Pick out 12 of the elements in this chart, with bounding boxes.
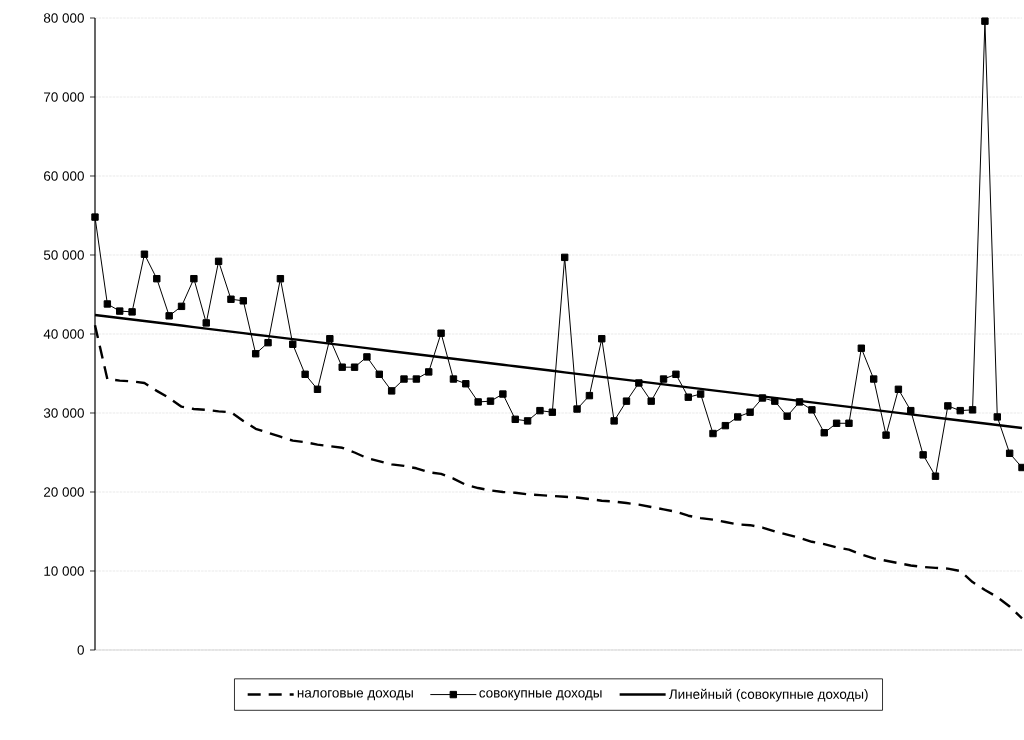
legend-label: Линейный (совокупные доходы) bbox=[668, 688, 868, 702]
y-tick-label: 70 000 bbox=[44, 92, 84, 102]
legend-label: совокупные доходы bbox=[479, 690, 602, 701]
y-tick-label: 40 000 bbox=[43, 329, 84, 339]
y-tick-label: 80 000 bbox=[43, 13, 84, 23]
y-tick-label: 30 000 bbox=[43, 408, 84, 418]
y-tick-label: 0 bbox=[77, 645, 84, 655]
y-tick-label: 10 000 bbox=[44, 566, 84, 576]
y-tick-label: 60 000 bbox=[44, 171, 84, 181]
y-tick-label: 50 000 bbox=[43, 250, 84, 260]
y-tick-label: 20 000 bbox=[44, 487, 84, 497]
legend-label: налоговые доходы bbox=[297, 690, 413, 701]
